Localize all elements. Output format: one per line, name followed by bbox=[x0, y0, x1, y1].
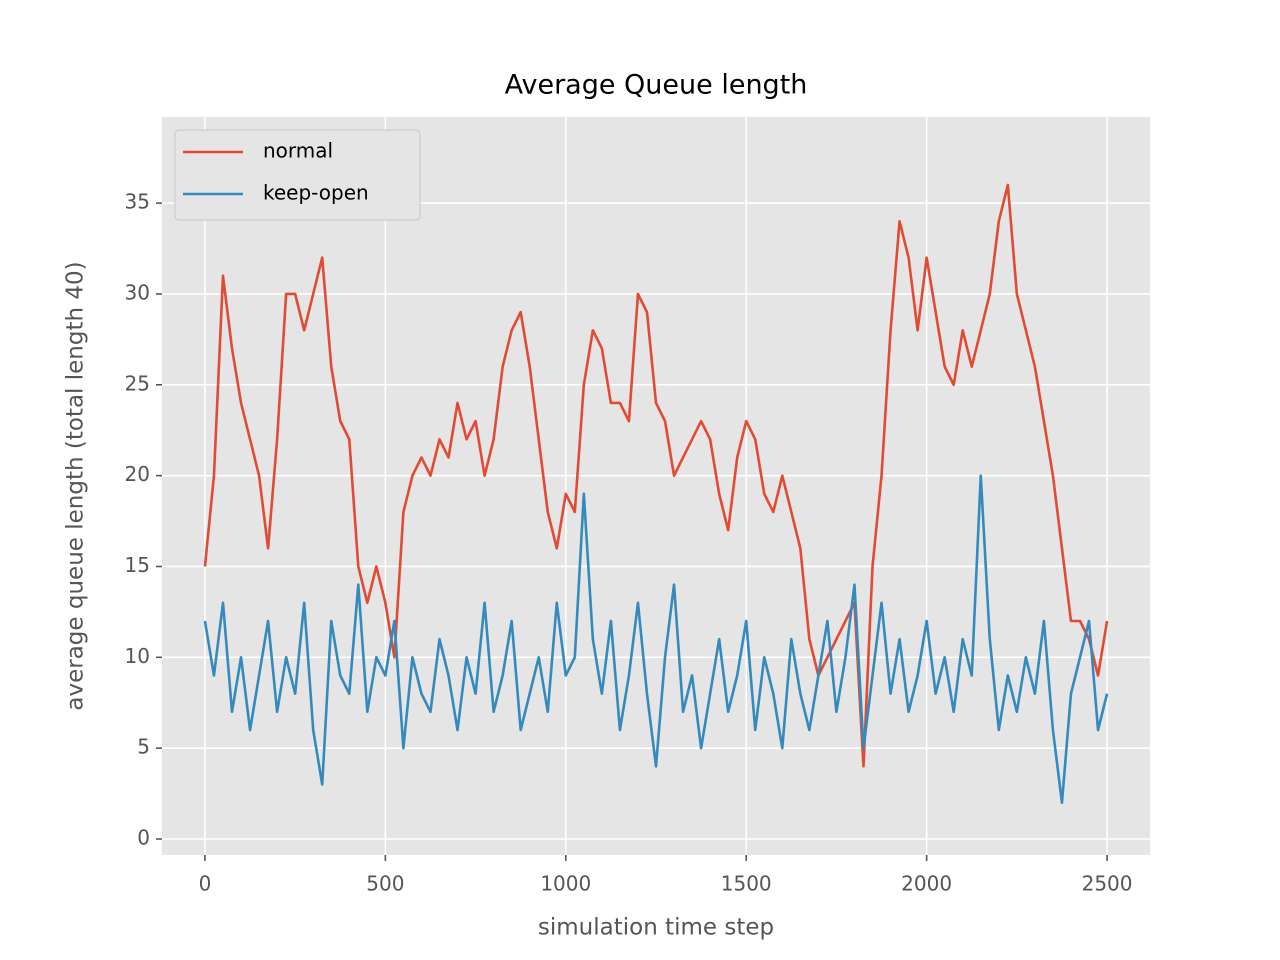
lines bbox=[203, 183, 1109, 804]
y-tick-label: 15 bbox=[125, 553, 150, 577]
x-tick-label: 2000 bbox=[901, 872, 952, 896]
x-tick-label: 500 bbox=[366, 872, 404, 896]
y-tick-label: 30 bbox=[125, 280, 150, 304]
x-tick-label: 1000 bbox=[540, 872, 591, 896]
x-tick-label: 0 bbox=[199, 872, 212, 896]
x-tick-label: 2500 bbox=[1082, 872, 1133, 896]
y-tick-label: 20 bbox=[125, 462, 150, 486]
y-tick-label: 0 bbox=[137, 826, 150, 850]
legend: normal keep-open bbox=[174, 129, 421, 221]
y-tick-label: 25 bbox=[125, 371, 150, 395]
x-axis-label: simulation time step bbox=[538, 915, 774, 941]
x-tick-label: 1500 bbox=[721, 872, 772, 896]
series-line bbox=[203, 474, 1109, 804]
y-tick-label: 10 bbox=[125, 644, 150, 668]
y-axis-label: average queue length (total length 40) bbox=[63, 261, 89, 710]
series-line bbox=[203, 183, 1109, 768]
legend-label: keep-open bbox=[263, 181, 369, 205]
grid bbox=[162, 117, 1150, 855]
plot-area bbox=[162, 117, 1150, 855]
y-tick-label: 5 bbox=[137, 735, 150, 759]
legend-label: normal bbox=[263, 139, 333, 163]
y-tick-label: 35 bbox=[125, 190, 150, 214]
chart-title: Average Queue length bbox=[505, 70, 808, 101]
